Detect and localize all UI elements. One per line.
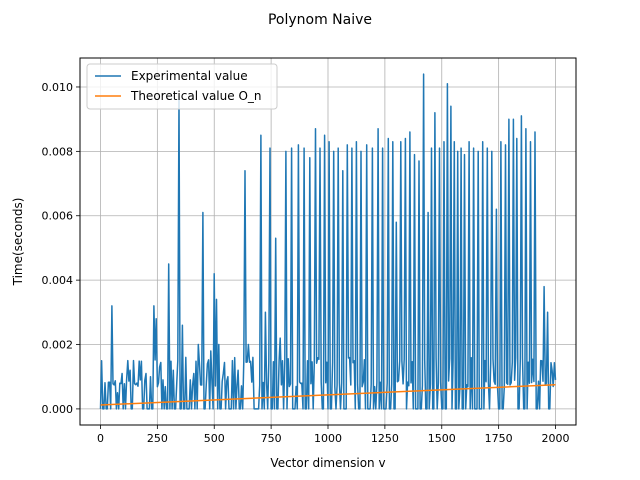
y-tick-label: 0.010 <box>42 81 74 94</box>
x-tick-label: 500 <box>204 432 225 445</box>
x-tick-label: 2000 <box>542 432 570 445</box>
y-tick-label: 0.008 <box>42 145 74 158</box>
x-tick-label: 1250 <box>371 432 399 445</box>
x-tick-label: 0 <box>97 432 104 445</box>
series-line-experimental <box>99 73 557 410</box>
y-tick-label: 0.000 <box>42 403 74 416</box>
y-axis-label: Time(seconds) <box>11 198 25 287</box>
x-axis-label: Vector dimension v <box>270 456 385 470</box>
x-tick-label: 750 <box>261 432 282 445</box>
chart-title: Polynom Naive <box>268 12 372 28</box>
x-tick-label: 250 <box>147 432 168 445</box>
legend-label-theoretical: Theoretical value O_n <box>130 89 262 103</box>
x-tick-label: 1750 <box>485 432 513 445</box>
y-tick-label: 0.006 <box>42 210 74 223</box>
ticks: 0 250 500 750 1000 1250 1500 1750 2000 0.000 0.002… <box>42 81 570 445</box>
legend-box <box>86 63 278 110</box>
legend-label-experimental: Experimental value <box>131 69 248 83</box>
series-layer <box>99 73 557 410</box>
y-tick-label: 0.004 <box>42 274 74 287</box>
legend: Experimental value Theoretical value O_n <box>86 63 278 110</box>
series-line-theoretical <box>100 384 556 406</box>
x-tick-label: 1500 <box>428 432 456 445</box>
y-tick-label: 0.002 <box>42 339 74 352</box>
x-tick-label: 1000 <box>314 432 342 445</box>
